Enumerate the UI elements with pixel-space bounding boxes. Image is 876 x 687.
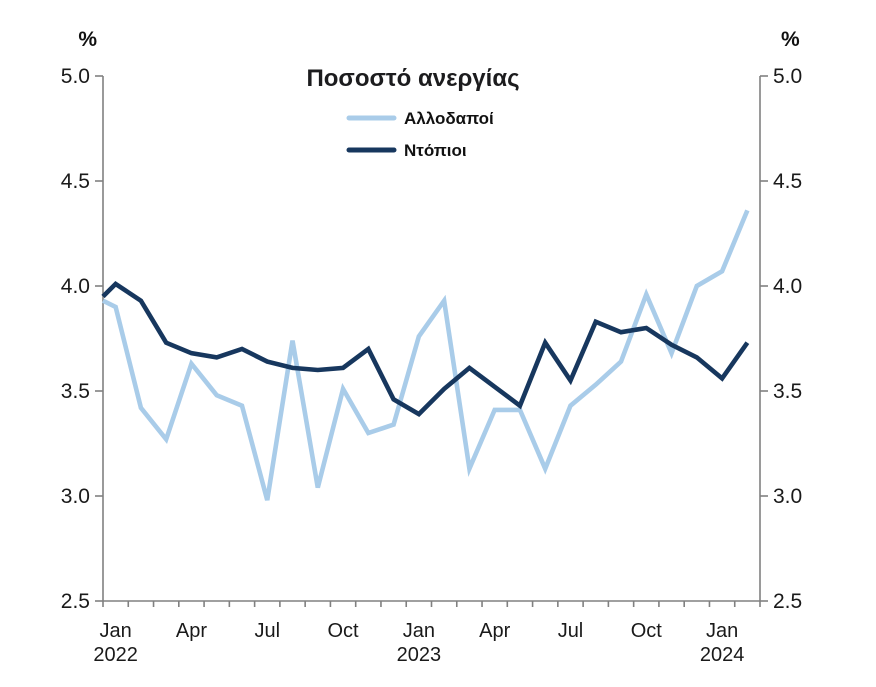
y-tick-label-left: 5.0	[61, 65, 90, 88]
x-tick-label-month: Apr	[479, 620, 510, 642]
series-line-natives	[101, 280, 750, 417]
legend-label-foreigners: Αλλοδαποί	[404, 109, 494, 128]
x-tick-label-month: Jul	[254, 620, 280, 642]
left-axis-unit-label: %	[78, 28, 97, 51]
legend: Αλλοδαποί Ντόπιοι	[346, 109, 494, 160]
y-tick-label-left: 4.0	[61, 275, 90, 298]
x-tick-label-year: 2024	[700, 644, 745, 666]
x-tick-label-month: Oct	[631, 620, 663, 642]
x-tick-label-year: 2022	[93, 644, 138, 666]
right-axis-unit-label: %	[781, 28, 800, 51]
x-tick-label-month: Jan	[403, 620, 435, 642]
y-tick-label-left: 3.0	[61, 485, 90, 508]
y-tick-label-left: 4.5	[61, 170, 90, 193]
y-tick-label-left: 3.5	[61, 380, 90, 403]
x-tick-label-month: Jul	[558, 620, 584, 642]
x-tick-label-month: Jan	[706, 620, 738, 642]
series-line-foreigners	[101, 209, 750, 501]
y-tick-label-right: 5.0	[773, 65, 802, 88]
x-tick-label-year: 2023	[397, 644, 442, 666]
y-tick-label-right: 4.0	[773, 275, 802, 298]
x-tick-label-month: Oct	[327, 620, 359, 642]
y-tick-label-right: 4.5	[773, 170, 802, 193]
y-tick-label-right: 3.5	[773, 380, 802, 403]
y-tick-label-right: 2.5	[773, 590, 802, 613]
y-tick-label-left: 2.5	[61, 590, 90, 613]
chart-title: Ποσοστό ανεργίας	[306, 65, 519, 92]
y-tick-label-right: 3.0	[773, 485, 802, 508]
plot-area: 2.5 2.53.0 3.03.5 3.54.0 4.04.5 4.55.0 5.0Jan2…	[61, 65, 802, 666]
x-tick-label-month: Apr	[176, 620, 207, 642]
legend-label-natives: Ντόπιοι	[404, 141, 467, 160]
x-tick-label-month: Jan	[100, 620, 132, 642]
